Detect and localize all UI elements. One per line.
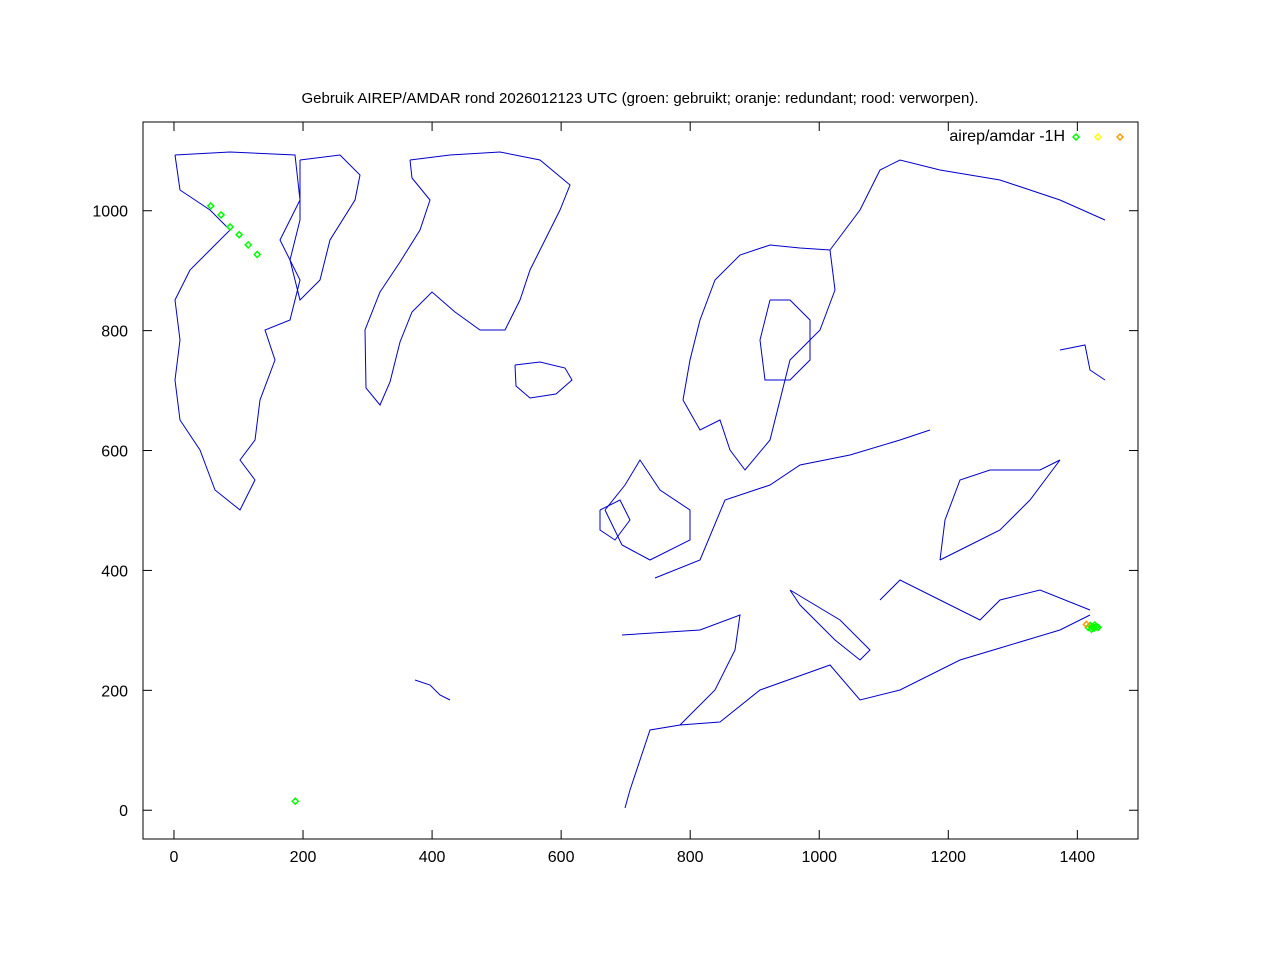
x-tick-label: 0 [170,849,179,866]
data-point [1082,620,1091,629]
data-point [1090,620,1099,630]
x-tick-label: 600 [548,849,575,866]
baffin-coast [289,154,361,301]
y-tick-label: 200 [101,683,128,700]
balkan-coast [879,579,1091,621]
data-point [217,210,226,219]
iberia-coast [621,614,741,809]
x-tick-label: 400 [419,849,446,866]
data-point [291,797,300,806]
y-tick-label: 0 [119,803,128,820]
greenland-coast [364,151,571,406]
caspian-coast [1059,344,1106,381]
x-tick-label: 200 [290,849,317,866]
baltic-coast [759,299,811,381]
black-sea-coast [939,459,1061,561]
data-point [1087,625,1096,634]
data-point [244,240,253,249]
data-point [235,230,244,239]
arctic-islands-coast [174,151,301,511]
y-tick-label: 1000 [92,204,128,221]
legend-marker [1071,132,1081,142]
atlantic-islands-coast [414,679,451,701]
africa-coast [679,614,1091,726]
uk-coast [604,459,691,561]
axes: 0 200 400 600 800 1000 1200 1400 0 200 400 600 800 10… [92,122,1138,866]
plot-frame [142,121,1139,840]
y-tick-label: 800 [101,324,128,341]
y-tick-label: 400 [101,563,128,580]
legend-marker [1115,132,1125,142]
data-point [226,222,235,231]
data-point [206,201,215,210]
europe-coast [654,429,931,579]
ireland-coast [599,499,631,541]
coastline-map [174,151,1106,809]
data-points [206,201,1103,806]
x-tick-label: 800 [677,849,704,866]
y-tick-label: 600 [101,444,128,461]
legend-marker [1093,132,1103,142]
legend-label: airep/amdar -1H [949,128,1065,145]
iceland-coast [514,361,573,399]
scandinavia-coast [682,244,836,471]
x-tick-label: 1400 [1060,849,1096,866]
data-point [253,250,262,259]
finland-coast [829,159,1106,251]
legend: airep/amdar -1H [949,128,1125,145]
chart-title: Gebruik AIREP/AMDAR rond 2026012123 UTC … [301,90,978,107]
x-tick-label: 1000 [801,849,837,866]
italy-coast [789,589,871,661]
x-tick-label: 1200 [930,849,966,866]
